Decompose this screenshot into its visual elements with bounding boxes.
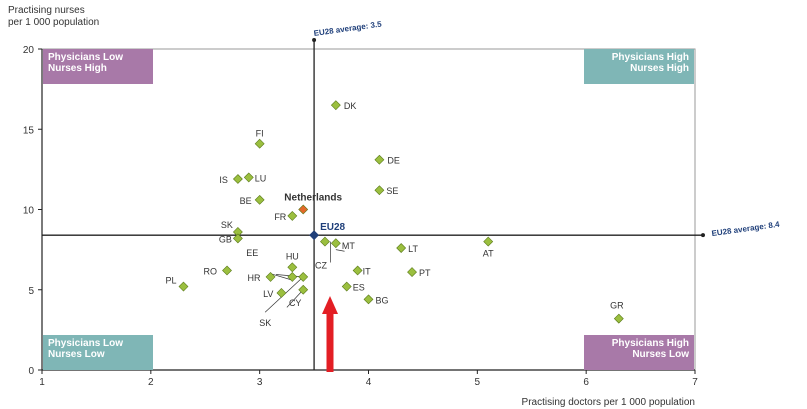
point-label-hr: HR xyxy=(248,273,261,283)
quadrant-label-line: Physicians High xyxy=(611,338,689,349)
quadrant-label-line: Nurses Low xyxy=(632,349,689,360)
y-tick-label: 20 xyxy=(23,45,35,56)
quadrant-label-line: Nurses High xyxy=(48,63,107,74)
point-label-cz: CZ xyxy=(315,261,327,271)
point-label-it: IT xyxy=(363,266,372,276)
x-tick-label: 6 xyxy=(583,377,589,388)
quadrant-label-bottom-left: Physicians Low Nurses Low xyxy=(43,335,153,370)
highlight-arrow-shaft xyxy=(326,312,334,372)
point-mt xyxy=(330,238,341,249)
point-hu xyxy=(287,262,298,273)
point-fi xyxy=(254,138,265,149)
point-lu xyxy=(243,172,254,183)
x-tick-label: 4 xyxy=(366,377,372,388)
quadrant-label-line: Physicians Low xyxy=(48,338,124,349)
point-de xyxy=(374,154,385,165)
x-tick-label: 1 xyxy=(39,377,45,388)
point-ee xyxy=(287,271,298,282)
point-label-pl: PL xyxy=(165,276,176,286)
quadrant-label-line: Physicians Low xyxy=(48,52,124,63)
y-axis-title-line-2: per 1 000 population xyxy=(8,17,100,28)
point-hr xyxy=(265,271,276,282)
y-tick-label: 15 xyxy=(23,125,35,136)
quadrant-label-bottom-right: Physicians High Nurses Low xyxy=(584,335,694,370)
point-label-gb: GB xyxy=(219,234,232,244)
point-es xyxy=(341,281,352,292)
quadrant-label-line: Physicians High xyxy=(611,52,689,63)
point-label-dk: DK xyxy=(344,101,357,111)
point-at xyxy=(483,236,494,247)
eu28-horizontal-label: EU28 average: 8.4 xyxy=(711,220,781,239)
point-label-lt: LT xyxy=(408,244,418,254)
leader-line xyxy=(335,249,345,252)
point-lv xyxy=(276,288,287,298)
highlight-arrow-head xyxy=(322,296,338,314)
point-label-sk: SK xyxy=(221,220,233,230)
point-ro xyxy=(222,265,232,276)
point-label-fr: FR xyxy=(274,212,286,222)
y-tick-label: 10 xyxy=(23,206,35,217)
quadrant-label-top-left: Physicians Low Nurses High xyxy=(43,49,153,84)
point-label-ee: EE xyxy=(246,248,258,258)
point-se xyxy=(374,185,385,196)
x-tick-label: 5 xyxy=(475,377,481,388)
point-label-se: SE xyxy=(386,186,398,196)
quadrant-label-line: Nurses High xyxy=(630,63,689,74)
point-label-pt: PT xyxy=(419,268,431,278)
x-tick-label: 7 xyxy=(692,377,698,388)
point-sk xyxy=(298,271,309,282)
y-tick-label: 5 xyxy=(28,286,34,297)
point-lt xyxy=(396,243,407,253)
point-label-fi: FI xyxy=(256,129,264,139)
eu28-horizontal-line-end xyxy=(701,233,705,238)
x-tick-label: 2 xyxy=(148,377,154,388)
eu28-vertical-label: EU28 average: 3.5 xyxy=(313,19,383,38)
point-label-ro: RO xyxy=(204,266,218,276)
point-pl xyxy=(178,281,189,292)
point-gr xyxy=(613,313,624,324)
point-label-bg: BG xyxy=(376,295,389,305)
point-cy xyxy=(298,284,309,295)
leader-line xyxy=(286,289,304,308)
quadrant-label-line: Nurses Low xyxy=(48,349,105,360)
point-label-sk: SK xyxy=(259,318,271,328)
point-bg xyxy=(363,294,374,305)
leader-line xyxy=(270,273,293,281)
point-it xyxy=(352,265,363,276)
point-label-de: DE xyxy=(387,156,400,166)
point-label-lu: LU xyxy=(255,173,267,183)
point-label-cy: CY xyxy=(289,298,302,308)
eu28-vertical-line-end xyxy=(312,38,317,42)
y-tick-label: 0 xyxy=(28,366,34,377)
point-label-hu: HU xyxy=(286,251,299,261)
point-label-mt: MT xyxy=(342,241,355,251)
point-pt xyxy=(407,267,417,278)
point-label-eu28: EU28 xyxy=(320,222,345,233)
x-axis-title: Practising doctors per 1 000 population xyxy=(522,397,695,408)
point-label-gr: GR xyxy=(610,301,624,311)
point-cz xyxy=(320,236,330,247)
point-gb xyxy=(232,233,243,244)
point-label-es: ES xyxy=(353,283,365,293)
point-label-be: BE xyxy=(240,196,252,206)
point-label-netherlands: Netherlands xyxy=(284,193,342,204)
point-be xyxy=(254,194,265,205)
point-dk xyxy=(330,100,341,111)
plot-frame xyxy=(41,48,696,371)
quadrant-label-top-right: Physicians High Nurses High xyxy=(584,49,694,84)
y-axis-title-line-1: Practising nurses xyxy=(8,5,85,16)
point-netherlands xyxy=(298,204,309,215)
point-eu28 xyxy=(309,230,320,241)
x-tick-label: 3 xyxy=(257,377,263,388)
point-label-at: AT xyxy=(483,249,494,259)
point-fr xyxy=(287,210,298,221)
point-label-is: IS xyxy=(219,175,228,185)
point-is xyxy=(232,174,243,184)
point-label-lv: LV xyxy=(263,289,273,299)
